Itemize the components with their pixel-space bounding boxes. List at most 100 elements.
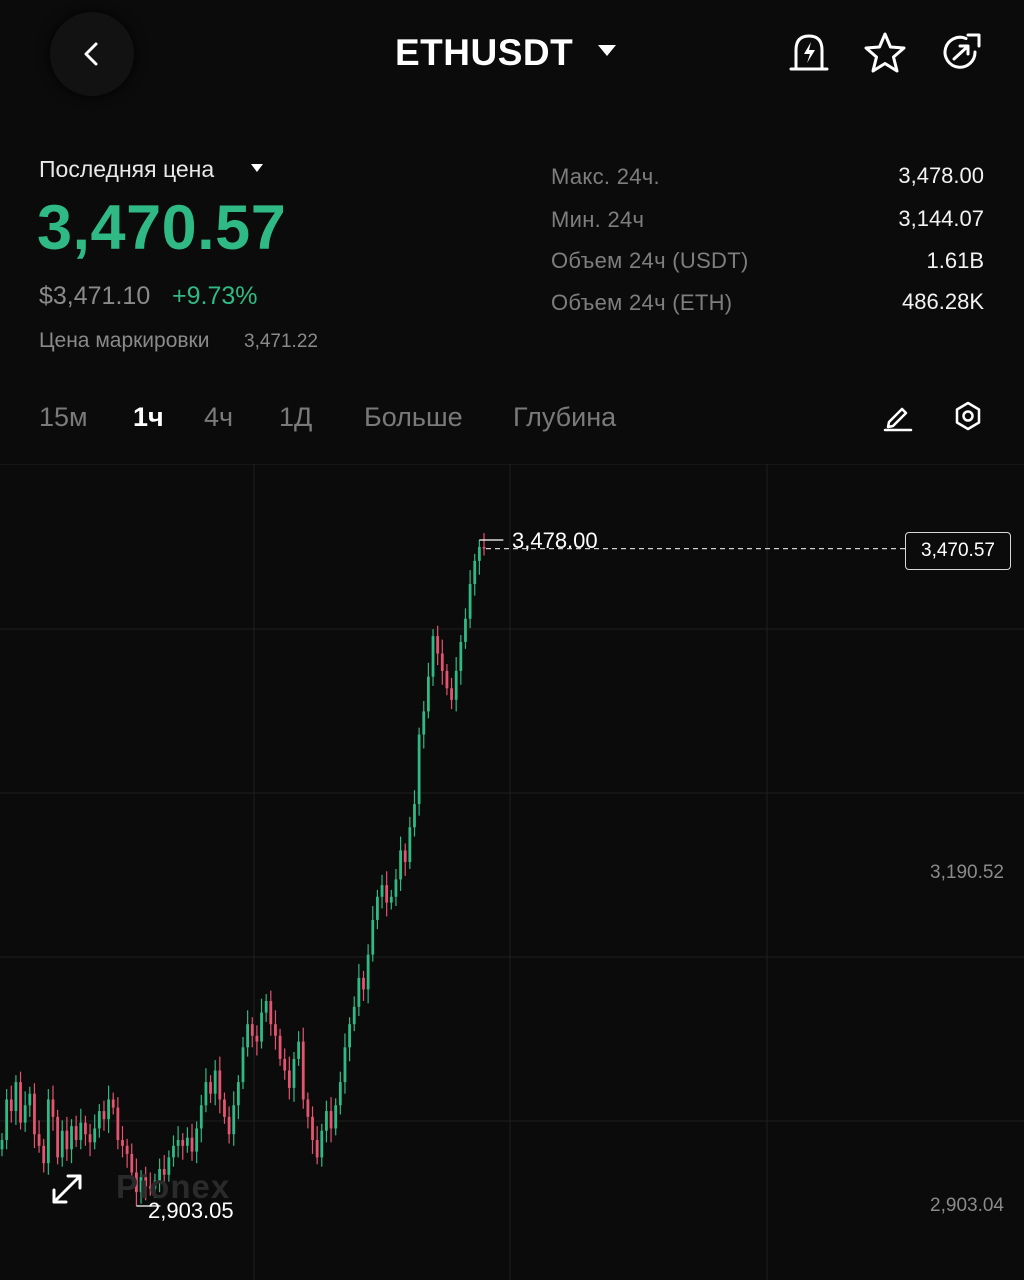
share-icon[interactable] — [939, 30, 985, 76]
candle — [0, 1140, 4, 1150]
candle — [454, 670, 458, 700]
candle — [269, 1001, 273, 1025]
candle — [417, 734, 421, 805]
y-axis-label: 3,190.52 — [930, 862, 1004, 883]
settings-icon[interactable] — [952, 400, 984, 432]
candle — [250, 1024, 254, 1036]
candle — [148, 1186, 152, 1189]
stat-volume-usdt-value: 1.61B — [926, 248, 985, 273]
high-price-label: 3,478.00 — [512, 528, 598, 553]
candle — [371, 919, 375, 955]
candle — [464, 618, 467, 642]
candle — [482, 546, 486, 549]
candle — [79, 1122, 83, 1141]
stat-volume-eth-label: Объем 24ч (ETH) — [551, 290, 733, 315]
candle — [348, 1024, 351, 1048]
watermark-logo: Pionex — [116, 1168, 231, 1205]
candle — [185, 1137, 189, 1146]
candle — [172, 1145, 175, 1158]
tab-4h[interactable]: 4ч — [204, 402, 234, 432]
candle — [320, 1130, 324, 1158]
tab-more[interactable]: Больше — [364, 402, 463, 432]
caret-down-icon[interactable] — [250, 163, 264, 173]
candle — [362, 977, 365, 990]
candle — [440, 653, 444, 671]
candle — [88, 1134, 92, 1143]
candle — [60, 1130, 64, 1158]
candle — [23, 1105, 27, 1123]
candle — [287, 1070, 291, 1088]
stat-high-label: Макс. 24ч. — [551, 164, 660, 189]
caret-down-icon[interactable] — [597, 44, 617, 58]
stat-high-value: 3,478.00 — [898, 163, 984, 188]
tab-15m[interactable]: 15м — [39, 402, 88, 432]
last-price: 3,470.57 — [37, 193, 287, 263]
candle — [144, 1177, 148, 1187]
candle — [139, 1177, 143, 1193]
price-alert-icon[interactable] — [786, 30, 832, 76]
stat-volume-eth-value: 486.28K — [902, 289, 984, 314]
candle — [121, 1140, 124, 1146]
candle — [445, 670, 449, 689]
tab-1d[interactable]: 1Д — [279, 402, 313, 432]
pair-title[interactable]: ETHUSDT — [395, 32, 574, 73]
candle — [213, 1070, 217, 1094]
candle — [14, 1082, 18, 1112]
candle — [84, 1122, 87, 1135]
low-price-label: 2,903.05 — [148, 1198, 234, 1223]
candle — [70, 1126, 73, 1150]
candle — [153, 1180, 157, 1189]
candle — [135, 1172, 138, 1193]
candle — [56, 1116, 60, 1158]
candle — [162, 1168, 166, 1175]
candle — [283, 1058, 287, 1071]
candle — [380, 885, 384, 897]
tab-1h[interactable]: 1ч — [133, 402, 164, 432]
candle — [403, 850, 407, 863]
candle — [394, 879, 398, 897]
candle — [33, 1093, 36, 1135]
candle — [255, 1035, 259, 1042]
candle — [334, 1105, 338, 1129]
candle — [426, 676, 430, 712]
candle — [450, 688, 453, 700]
candle — [301, 1041, 305, 1100]
y-axis-label: 2,903.04 — [930, 1195, 1004, 1216]
candle — [389, 896, 393, 903]
candle — [274, 1024, 277, 1036]
mark-price-value: 3,471.22 — [244, 331, 318, 352]
candles — [0, 533, 486, 1206]
candle — [181, 1140, 185, 1146]
candle — [338, 1082, 342, 1106]
stat-low-label: Мин. 24ч — [551, 207, 645, 232]
candle — [116, 1107, 120, 1141]
candle — [227, 1116, 231, 1135]
back-button[interactable] — [50, 12, 134, 96]
candle — [209, 1082, 212, 1094]
candle — [195, 1128, 199, 1152]
candle — [473, 560, 477, 585]
candle — [42, 1145, 46, 1164]
candle — [5, 1099, 9, 1141]
candle — [28, 1093, 32, 1106]
tab-depth[interactable]: Глубина — [513, 402, 617, 432]
star-icon[interactable] — [862, 30, 908, 76]
candle — [297, 1041, 301, 1059]
candle — [158, 1168, 161, 1181]
candle — [292, 1058, 296, 1088]
last-price-label[interactable]: Последняя цена — [39, 156, 215, 182]
candle — [102, 1111, 106, 1120]
candle — [9, 1099, 13, 1112]
pencil-icon[interactable] — [882, 400, 914, 432]
candle — [413, 804, 416, 828]
candlestick-chart[interactable] — [0, 464, 1024, 1280]
candle — [385, 885, 389, 903]
candle — [357, 977, 361, 1007]
stat-low-value: 3,144.07 — [898, 206, 984, 231]
chart-grid — [0, 464, 1024, 1280]
candle — [199, 1105, 203, 1129]
candle — [264, 1001, 268, 1013]
expand-icon[interactable] — [46, 1168, 88, 1210]
candle — [51, 1099, 55, 1117]
candle — [477, 546, 481, 561]
